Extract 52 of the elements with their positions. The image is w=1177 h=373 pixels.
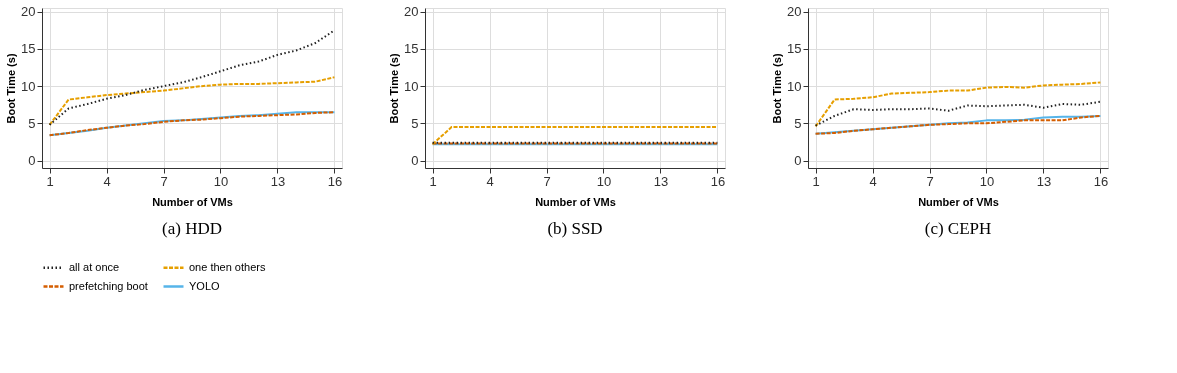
y-axis-title: Boot Time (s) <box>5 53 18 124</box>
x-tick-label: 4 <box>869 173 877 189</box>
line-series <box>48 29 336 126</box>
line-series <box>48 76 336 126</box>
x-tick-label: 1 <box>46 173 54 189</box>
x-tick-label: 13 <box>1036 173 1052 189</box>
y-tick-label: 10 <box>787 78 802 94</box>
x-axis-title: Number of VMs <box>152 195 233 208</box>
x-tick-label: 7 <box>160 173 168 189</box>
x-tick-label: 1 <box>429 173 437 189</box>
text: (a) HDD <box>162 219 222 238</box>
x-tick-label: 10 <box>596 173 612 189</box>
x-tick-label: 7 <box>543 173 551 189</box>
y-tick-label: 15 <box>404 41 419 57</box>
legend-label: all at once <box>69 260 120 273</box>
x-axis-title: Number of VMs <box>535 195 616 208</box>
x-axis-title: Number of VMs <box>918 195 999 208</box>
legend-label: one then others <box>189 260 266 273</box>
y-tick-label: 0 <box>411 153 419 169</box>
x-tick-label: 16 <box>710 173 726 189</box>
x-tick-label: 10 <box>213 173 229 189</box>
line-series <box>48 111 336 137</box>
line-series <box>814 114 1102 135</box>
x-tick-label: 13 <box>653 173 669 189</box>
y-tick-label: 15 <box>21 41 36 57</box>
y-axis-title: Boot Time (s) <box>388 53 401 124</box>
y-tick-label: 20 <box>21 4 36 20</box>
x-tick-label: 1 <box>812 173 820 189</box>
x-tick-label: 4 <box>486 173 494 189</box>
y-tick-label: 5 <box>794 115 802 131</box>
y-tick-label: 0 <box>794 153 802 169</box>
line-series <box>814 81 1102 128</box>
y-tick-label: 5 <box>411 115 419 131</box>
legend-label: prefetching boot <box>69 279 148 292</box>
y-tick-label: 10 <box>21 78 36 94</box>
y-tick-label: 5 <box>28 115 36 131</box>
legend-label: YOLO <box>189 279 221 292</box>
y-tick-label: 10 <box>404 78 419 94</box>
y-tick-label: 0 <box>28 153 36 169</box>
x-tick-label: 10 <box>979 173 995 189</box>
text: (c) CEPH <box>924 219 992 238</box>
x-tick-label: 16 <box>1093 173 1109 189</box>
y-axis-title: Boot Time (s) <box>771 53 784 124</box>
line-series <box>814 100 1102 127</box>
x-tick-label: 16 <box>327 173 343 189</box>
x-tick-label: 4 <box>103 173 111 189</box>
text: (b) SSD <box>547 219 603 238</box>
y-tick-label: 15 <box>787 41 802 57</box>
y-tick-label: 20 <box>404 4 419 20</box>
x-tick-label: 7 <box>926 173 934 189</box>
x-tick-label: 13 <box>270 173 286 189</box>
y-tick-label: 20 <box>787 4 802 20</box>
